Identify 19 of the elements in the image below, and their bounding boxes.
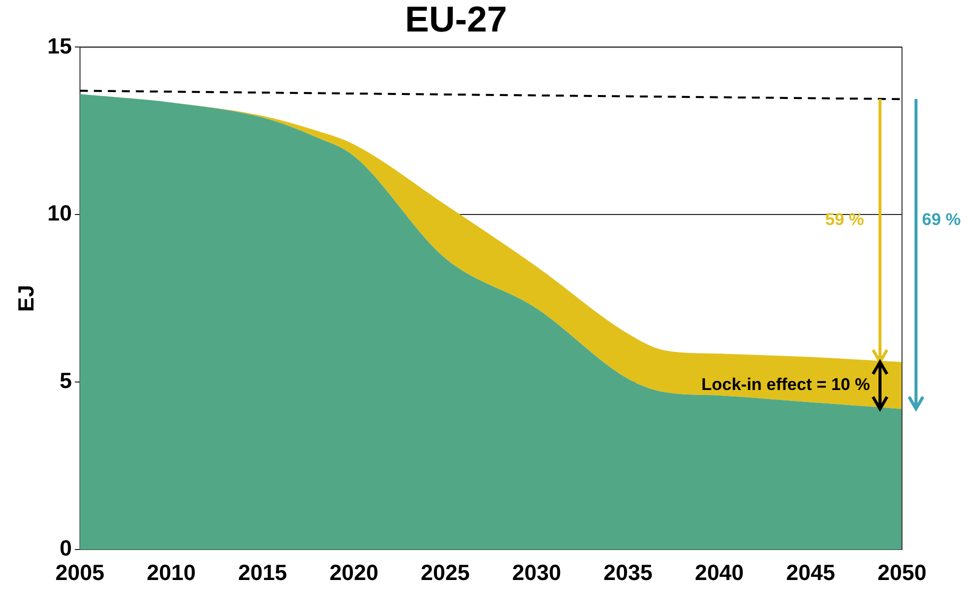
y-axis-title: EJ bbox=[13, 284, 38, 312]
x-tick-label: 2020 bbox=[329, 560, 378, 585]
y-tick-label: 0 bbox=[60, 536, 72, 561]
chart-title: EU-27 bbox=[404, 0, 508, 40]
x-tick-label: 2040 bbox=[694, 560, 744, 585]
y-tick-label: 10 bbox=[47, 200, 72, 226]
x-tick-label: 2035 bbox=[603, 560, 652, 585]
text: 69 % bbox=[922, 210, 961, 230]
x-tick-label: 2030 bbox=[512, 560, 562, 585]
x-tick-label: 2015 bbox=[238, 560, 288, 585]
x-tick-label: 2045 bbox=[786, 560, 836, 585]
x-tick-label: 2025 bbox=[420, 560, 470, 585]
annotation: Lock-in effect = 10 % bbox=[701, 375, 870, 394]
x-tick-label: 2005 bbox=[55, 560, 104, 585]
y-tick-label: 5 bbox=[60, 368, 72, 394]
annotation: 59 % bbox=[825, 210, 864, 230]
x-tick-label: 2010 bbox=[146, 560, 196, 585]
x-tick-label: 2050 bbox=[878, 560, 926, 585]
y-tick-label: 15 bbox=[47, 33, 72, 58]
